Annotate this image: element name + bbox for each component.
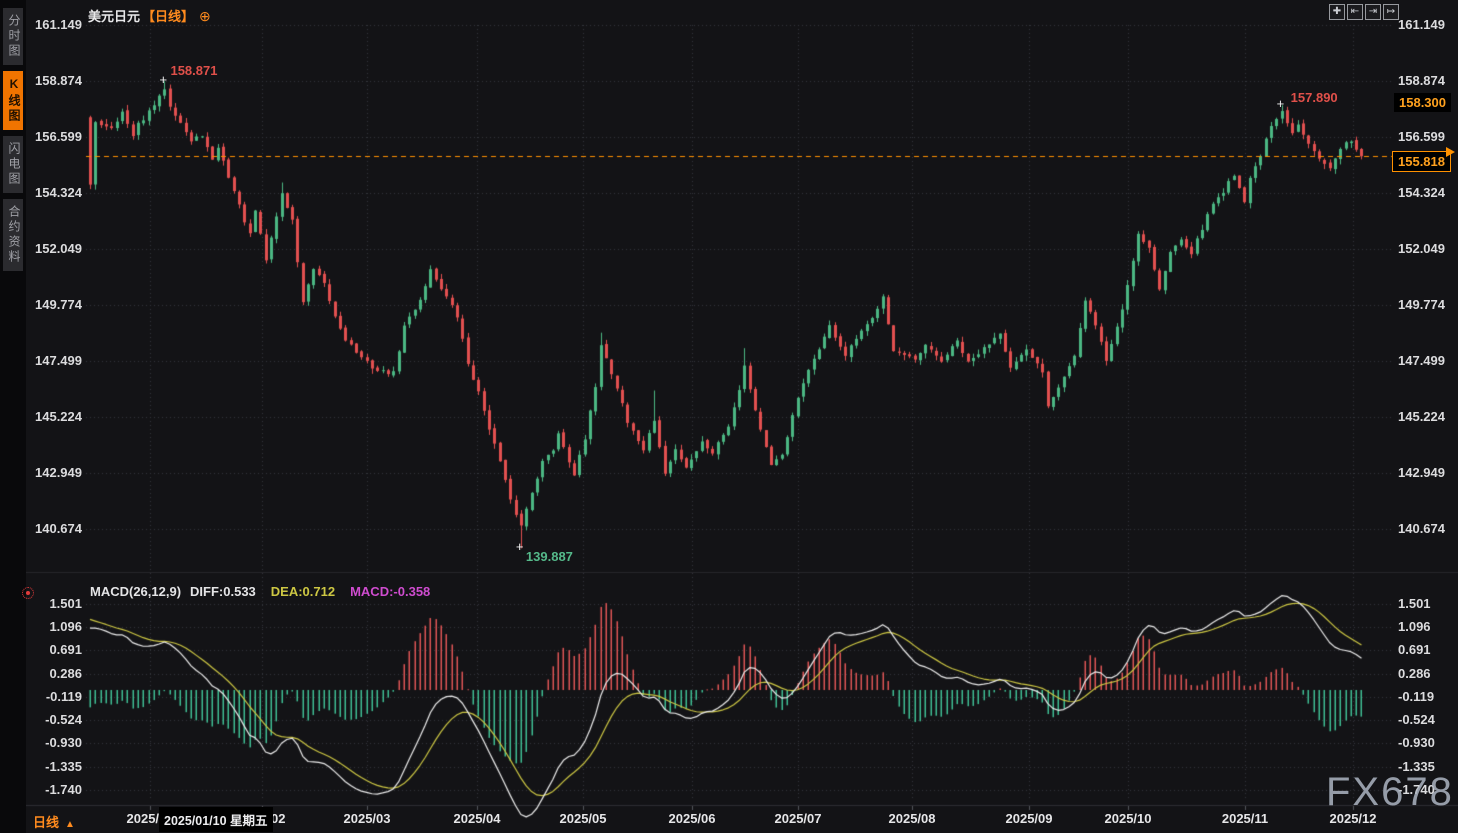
period-selector-label: 日线 [33,815,60,830]
macd-axis-label-right: 0.691 [1398,642,1431,658]
macd-name-label: MACD(26,12,9) [90,584,182,599]
macd-header: MACD(26,12,9) DIFF:0.533 DEA:0.712 MACD:-0.… [90,584,430,599]
sidebar: 分时图 K线图闪电图合约资料 [0,0,26,833]
chart-toolbar: ✚ ⇤ ⇥ ↦ [1329,4,1399,20]
macd-diff-value: DIFF:0.533 [190,584,256,599]
time-axis-label: 2025/09 [1005,811,1053,826]
price-axis-label-right: 161.149 [1398,17,1445,32]
macd-macd-value: MACD:-0.358 [350,584,431,599]
price-extreme-cross-icon: + [515,539,524,555]
price-axis-label-right: 156.599 [1398,129,1445,144]
scale-right-icon[interactable]: ⇥ [1365,4,1381,20]
sidebar-item-kline-chart[interactable]: K线图 [3,71,23,130]
price-axis-label-left: 156.599 [35,129,82,144]
price-marker-upper: 158.300 [1394,93,1451,112]
period-tag: 【日线】 [142,9,195,24]
price-axis-label-right: 145.224 [1398,409,1445,424]
macd-axis-label-right: 1.096 [1398,619,1431,635]
macd-axis-label-right: -1.335 [1398,758,1435,774]
macd-axis-label-left: 1.501 [49,595,82,611]
indicator-dot-icon[interactable] [22,587,34,599]
price-annotation: 158.871 [170,63,218,79]
date-tooltip: 2025/01/10 星期五 [159,807,273,832]
price-axis-label-right: 158.874 [1398,73,1445,88]
price-annotation: 157.890 [1290,90,1338,106]
price-marker-current: 155.818 [1392,151,1451,172]
price-axis-label-left: 154.324 [35,185,82,200]
macd-axis-label-left: -0.930 [45,735,82,751]
macd-axis-label-left: -1.740 [45,781,82,797]
macd-axis-label-right: 1.501 [1398,595,1431,611]
time-axis-label: 2025/06 [668,811,716,826]
chart-title: 美元日元 【日线】 ⊕ [88,6,211,25]
sidebar-item-contract-info[interactable]: 合约资料 [3,199,23,271]
macd-axis-label-right: -0.524 [1398,712,1435,728]
macd-dea-value: DEA:0.712 [270,584,336,599]
price-axis-label-left: 161.149 [35,17,82,32]
macd-axis-label-right: -0.930 [1398,735,1435,751]
macd-axis-label-right: 0.286 [1398,665,1431,681]
symbol-name: 美元日元 [88,9,141,24]
price-axis-label-left: 147.499 [35,353,82,368]
price-axis-label-left: 140.674 [35,521,82,536]
time-axis-label: 2025/11 [1221,811,1269,826]
time-axis-label: 2025/10 [1104,811,1152,826]
time-axis-label: 2025/08 [888,811,936,826]
shift-right-icon[interactable]: ↦ [1383,4,1399,20]
price-axis-label-left: 152.049 [35,241,82,256]
macd-axis-label-left: 0.286 [49,665,82,681]
price-axis-label-left: 158.874 [35,73,82,88]
macd-axis-label-right: -0.119 [1398,688,1435,704]
price-extreme-cross-icon: + [159,72,168,88]
price-axis-label-left: 149.774 [35,297,82,312]
current-price-arrow-icon [1446,147,1455,158]
sidebar-item-flash-chart[interactable]: 闪电图 [3,136,23,193]
price-axis-label-left: 145.224 [35,409,82,424]
period-selector[interactable]: 日线 ▲ [33,812,75,831]
macd-axis-label-left: 1.096 [49,619,82,635]
scale-left-icon[interactable]: ⇤ [1347,4,1363,20]
price-axis-label-right: 147.499 [1398,353,1445,368]
settings-icon[interactable]: ⊕ [199,8,211,24]
time-axis-label: 2025/12 [1329,811,1377,826]
pan-icon[interactable]: ✚ [1329,4,1345,20]
sidebar-item-time-share-chart[interactable]: 分时图 [3,8,23,65]
triangle-up-icon: ▲ [65,819,75,830]
price-axis-label-left: 142.949 [35,465,82,480]
time-axis-label: 2025/05 [559,811,607,826]
price-annotation: 139.887 [525,549,573,565]
time-axis-label: 2025/03 [343,811,391,826]
time-axis-label: 2025/04 [453,811,501,826]
price-axis-label-right: 149.774 [1398,297,1445,312]
price-axis-label-right: 142.949 [1398,465,1445,480]
watermark: FX678 [1326,770,1454,814]
price-axis-label-right: 154.324 [1398,185,1445,200]
price-extreme-cross-icon: + [1276,96,1285,112]
macd-axis-label-left: 0.691 [49,642,82,658]
price-axis-label-right: 152.049 [1398,241,1445,256]
time-axis-label: 2025/07 [774,811,822,826]
macd-axis-label-left: -0.119 [45,688,82,704]
macd-axis-label-left: -0.524 [45,712,82,728]
macd-axis-label-left: -1.335 [45,758,82,774]
macd-axis-label-right: -1.740 [1398,781,1435,797]
price-axis-label-right: 140.674 [1398,521,1445,536]
